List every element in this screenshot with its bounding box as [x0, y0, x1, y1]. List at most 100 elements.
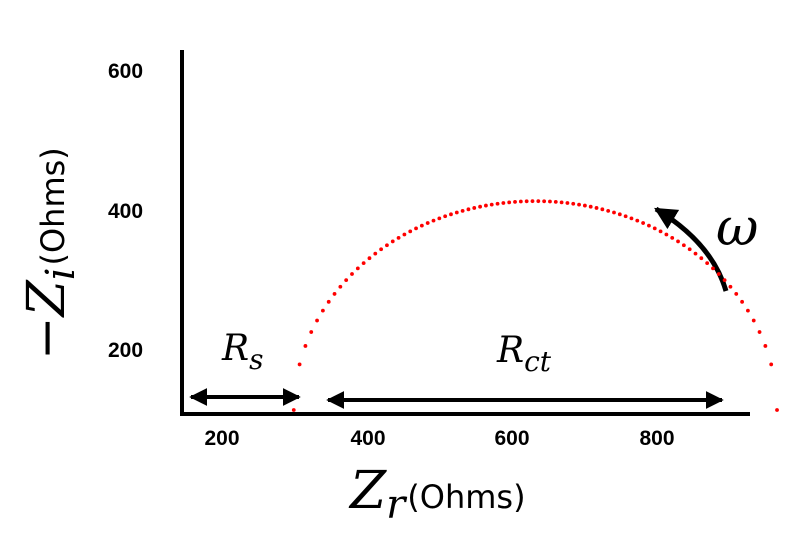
rs-symbol: R — [221, 328, 249, 369]
data-point — [367, 256, 372, 261]
data-point — [466, 207, 471, 212]
data-point — [600, 207, 605, 212]
data-point — [542, 199, 547, 204]
rct-symbol: R — [496, 330, 524, 371]
data-point — [681, 243, 686, 248]
data-point — [548, 199, 552, 204]
data-point — [577, 202, 581, 207]
data-point — [670, 235, 675, 240]
data-point — [443, 214, 448, 219]
data-point — [740, 299, 744, 304]
y-tick-label-200: 200 — [108, 339, 143, 362]
rs-subscript: s — [249, 343, 263, 376]
data-point — [763, 344, 768, 348]
y-axis-prefix: − — [17, 316, 77, 360]
data-point — [390, 239, 395, 244]
data-point — [553, 200, 558, 204]
data-point — [565, 201, 570, 205]
data-point — [728, 284, 733, 289]
data-point — [501, 201, 506, 205]
data-point — [647, 223, 651, 228]
data-point — [309, 330, 314, 334]
y-axis-unit: (Ohms) — [34, 147, 72, 265]
data-point — [757, 330, 762, 334]
data-point — [641, 221, 646, 225]
data-point — [629, 216, 634, 221]
data-point — [652, 226, 657, 231]
data-point — [385, 243, 389, 248]
data-point — [303, 344, 308, 348]
data-point — [507, 200, 512, 205]
data-point — [612, 210, 616, 215]
data-point — [489, 202, 494, 207]
x-tick-label-600: 600 — [494, 427, 529, 450]
svg-text:Zr(Ohms): Zr(Ohms) — [348, 461, 526, 528]
x-tick-label-400: 400 — [350, 427, 385, 450]
data-point — [379, 247, 384, 252]
data-point — [664, 232, 669, 237]
data-point — [332, 292, 337, 296]
y-axis-symbol: Z — [17, 279, 77, 318]
data-point — [734, 292, 739, 296]
data-point — [484, 203, 488, 208]
data-point — [472, 206, 477, 210]
data-point — [711, 266, 715, 271]
data-point — [513, 200, 517, 204]
data-point — [414, 226, 418, 231]
x-axis-subscript: r — [386, 482, 408, 528]
data-point — [454, 210, 459, 215]
data-point — [449, 212, 453, 217]
data-point — [606, 208, 611, 213]
data-point — [419, 223, 424, 228]
data-point — [402, 232, 407, 237]
rct-subscript: ct — [524, 345, 552, 378]
data-point — [530, 199, 535, 204]
y-axis-subscript: i — [38, 267, 84, 280]
svg-text:−Zi(Ohms): −Zi (Ohms) — [17, 147, 84, 360]
data-point — [775, 408, 779, 412]
data-point — [676, 239, 680, 244]
data-point — [746, 308, 750, 313]
data-point — [658, 229, 663, 234]
data-point — [571, 201, 576, 206]
y-tick-label-600: 600 — [108, 60, 143, 83]
data-point — [617, 212, 622, 217]
x-tick-label-800: 800 — [639, 427, 674, 450]
data-point — [687, 247, 692, 252]
data-point — [425, 221, 430, 225]
data-point — [524, 199, 529, 204]
omega-arrow — [654, 206, 729, 292]
series-points — [291, 199, 779, 412]
rs-label: Rs — [221, 328, 263, 376]
data-point — [355, 266, 360, 271]
data-point — [291, 408, 296, 412]
data-point — [623, 214, 628, 219]
data-point — [716, 272, 721, 276]
data-point — [693, 251, 698, 256]
data-point — [320, 308, 325, 313]
data-point — [373, 251, 378, 256]
x-axis-symbol: Z — [348, 461, 387, 521]
data-point — [588, 204, 593, 209]
data-point — [297, 362, 302, 367]
data-point — [582, 203, 587, 208]
data-point — [705, 261, 710, 266]
data-point — [361, 261, 366, 266]
data-point — [699, 256, 704, 261]
data-point — [408, 229, 413, 234]
omega-label: ω — [716, 198, 758, 258]
data-point — [396, 235, 401, 240]
y-tick-label-400: 400 — [108, 200, 143, 223]
data-point — [338, 284, 343, 289]
data-point — [722, 278, 727, 283]
data-point — [350, 272, 354, 276]
data-point — [536, 199, 541, 204]
data-point — [326, 299, 331, 304]
data-point — [460, 208, 465, 213]
data-point — [495, 201, 500, 206]
data-point — [635, 218, 640, 223]
rct-label: Rct — [496, 330, 552, 378]
data-point — [594, 206, 599, 210]
data-point — [751, 318, 756, 323]
